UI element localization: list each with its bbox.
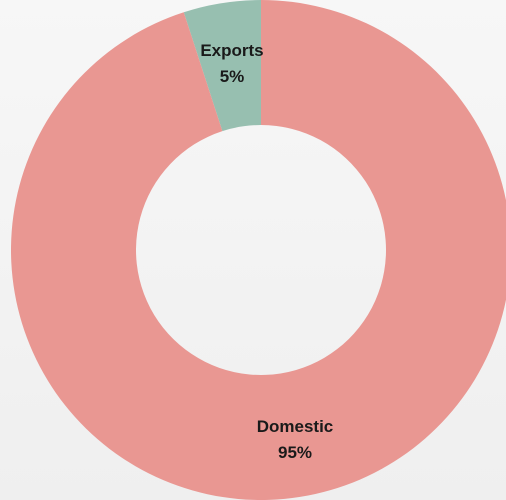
slice-labels: Exports 5% Domestic 95% (200, 41, 333, 462)
percent-label-exports: 5% (220, 67, 245, 86)
category-label-domestic: Domestic (257, 417, 334, 436)
category-label-exports: Exports (200, 41, 263, 60)
slice-exports (183, 0, 261, 132)
donut-slices (11, 0, 506, 500)
percent-label-domestic: 95% (278, 443, 312, 462)
slice-domestic (11, 0, 506, 500)
